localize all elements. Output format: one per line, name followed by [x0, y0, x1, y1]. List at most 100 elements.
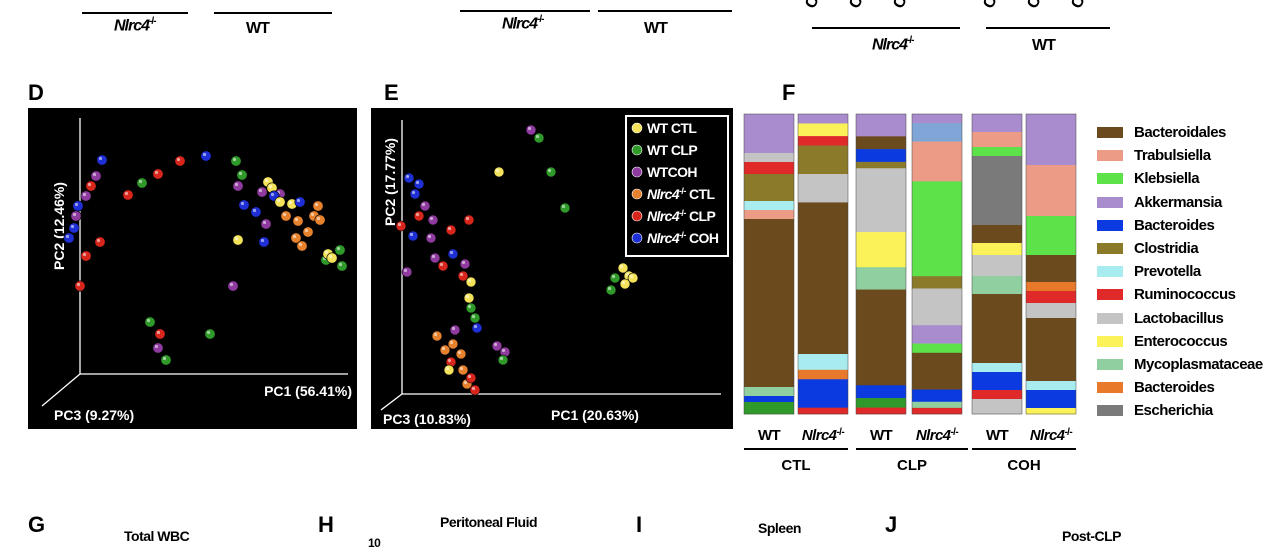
legend-marker [631, 122, 643, 134]
pca-e-z-axis-line [380, 393, 403, 411]
pca-point-highlight [535, 134, 540, 139]
pca-d-svg: PC2 (12.46%) PC1 (56.41%) PC3 (9.27%) [41, 118, 352, 423]
legend-marker [631, 166, 643, 178]
pca-point [294, 196, 306, 208]
bar-label: Nlrc4-/- [916, 427, 958, 444]
pca-point-highlight [96, 238, 101, 243]
pca-point [230, 155, 242, 167]
pca-point-highlight [527, 126, 532, 131]
bar-segment [1026, 114, 1076, 166]
pca-e-legend-box [625, 115, 729, 257]
pca-point [605, 284, 617, 296]
bar-label: WT [986, 427, 1009, 444]
top-rot-cl-right: CL [980, 0, 1006, 12]
bar-segment [798, 136, 848, 146]
pca-point [449, 324, 461, 336]
pca-point [447, 248, 459, 260]
pca-point [609, 272, 621, 284]
legend-label: Nlrc4-/- CTL [647, 186, 715, 202]
group-label: CTL [781, 457, 810, 474]
pca-point [63, 232, 75, 244]
pca-point-highlight [138, 179, 143, 184]
pca-point-highlight [403, 268, 408, 273]
pca-d-axes [41, 118, 348, 407]
pca-point-highlight [74, 202, 79, 207]
pca-point-highlight [316, 216, 321, 221]
legend-marker [631, 232, 643, 244]
pca-point-highlight [72, 212, 77, 217]
pca-point [419, 200, 431, 212]
top-underline-c1 [812, 27, 960, 29]
bar-segment [744, 162, 794, 175]
pca-point [80, 190, 92, 202]
panel-letter-i: I [636, 512, 643, 537]
pca-point [232, 234, 244, 246]
bar-segment [912, 343, 962, 354]
pca-e-axes [380, 120, 721, 411]
bar-segment [912, 141, 962, 182]
legend-swatch [1097, 289, 1123, 301]
legend-label: Bacteroides [1134, 216, 1215, 234]
pca-point [152, 342, 164, 354]
pca-point [74, 280, 86, 292]
bar-segment [798, 174, 848, 203]
bar-segment [912, 123, 962, 142]
pca-point [413, 178, 425, 190]
bar-segment [798, 369, 848, 380]
pca-point-highlight [264, 178, 269, 183]
legend-label: Klebsiella [1134, 170, 1200, 188]
pca-point [122, 189, 134, 201]
pca-point-highlight [465, 216, 470, 221]
pca-point [144, 316, 156, 328]
j-title: Post-CLP [1062, 528, 1122, 544]
bar-segment [972, 363, 1022, 373]
pca-point [459, 258, 471, 270]
pca-point [429, 252, 441, 264]
pca-point [445, 224, 457, 236]
pca-point [200, 150, 212, 162]
pca-point-highlight [92, 172, 97, 177]
top-rot-co-right: CO [1024, 0, 1051, 12]
pca-point-highlight [409, 232, 414, 237]
pca-point-highlight [276, 198, 281, 203]
bar-segment [744, 387, 794, 397]
bar-segment [912, 325, 962, 344]
pca-point-highlight [338, 262, 343, 267]
bar-segment [972, 243, 1022, 256]
pca-point [94, 236, 106, 248]
bar-segment [856, 149, 906, 163]
pca-point [447, 338, 459, 350]
pca-point-highlight [176, 157, 181, 162]
pca-point-highlight [156, 330, 161, 335]
bar-segment [1026, 291, 1076, 304]
pca-point-highlight [621, 280, 626, 285]
top-rot-cl-left: CL [802, 0, 828, 12]
pca-point [407, 230, 419, 242]
legend-swatch [1097, 266, 1123, 278]
pca-point-highlight [268, 184, 273, 189]
legend-label: Nlrc4-/- CLP [647, 208, 715, 224]
pca-point [68, 222, 80, 234]
pca-point [302, 226, 314, 238]
bar-segment [856, 136, 906, 150]
pca-point [296, 240, 308, 252]
stacked-bars [743, 113, 1077, 415]
pca-point [469, 312, 481, 324]
top-group-c-nlrc4: Nlrc4-/- [872, 35, 915, 54]
pca-point [471, 322, 483, 334]
pca-point [238, 199, 250, 211]
pca-point-highlight [561, 204, 566, 209]
bar-segment [972, 225, 1022, 244]
pca-e-legend: WT CTL WT CLP WTCOH Nlrc4-/- CTL Nlrc4-/- CL… [631, 120, 719, 246]
bar-segment [972, 294, 1022, 364]
bar-segment [912, 181, 962, 277]
top-underline-b1 [460, 10, 590, 12]
pca-point [314, 214, 326, 226]
top-group-a-nlrc4: Nlrc4-/- [114, 16, 157, 35]
pca-point [427, 214, 439, 226]
pca-e-plot: PC2 (17.77%) PC1 (20.63%) PC3 (10.83%) W… [371, 108, 733, 429]
pca-point-highlight [294, 217, 299, 222]
pca-point-highlight [304, 228, 309, 233]
pca-point-highlight [433, 332, 438, 337]
pca-point-highlight [465, 294, 470, 299]
